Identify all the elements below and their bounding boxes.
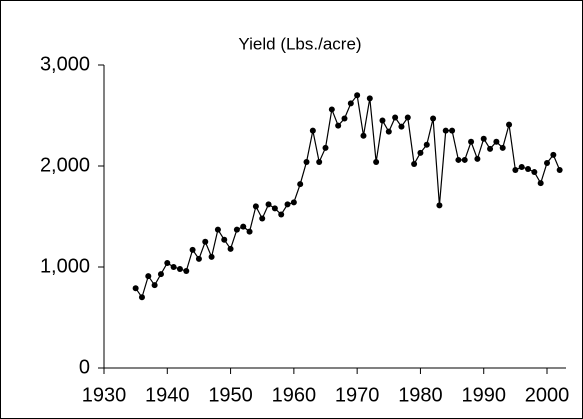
point [480, 135, 487, 142]
x-tick-label: 1930 [82, 384, 127, 406]
point [354, 92, 361, 99]
point [328, 106, 335, 113]
y-tick-label: 3,000 [40, 53, 90, 75]
point [525, 166, 532, 173]
point [398, 123, 405, 130]
point [499, 144, 506, 151]
x-tick-label: 1950 [208, 384, 253, 406]
point [297, 181, 304, 188]
point [240, 223, 247, 230]
point [170, 264, 177, 270]
point [436, 202, 443, 209]
point [278, 211, 285, 218]
point [214, 226, 221, 233]
point [246, 228, 253, 235]
point [202, 238, 209, 245]
point [271, 205, 278, 212]
point [183, 268, 190, 275]
point [227, 245, 234, 252]
x-tick-label: 1970 [335, 384, 380, 406]
point [550, 151, 557, 158]
point [392, 114, 399, 121]
x-tick-label: 1960 [272, 384, 317, 406]
point [132, 285, 139, 292]
point [423, 141, 430, 148]
x-tick-label: 1940 [145, 384, 190, 406]
point [189, 246, 196, 253]
point [316, 158, 323, 165]
point [461, 156, 468, 163]
point [233, 226, 240, 233]
point [455, 156, 462, 163]
point [157, 271, 164, 278]
y-tick-label: 2,000 [40, 154, 90, 176]
point [506, 121, 513, 128]
point [208, 253, 215, 260]
point [309, 127, 316, 134]
point [195, 255, 202, 262]
point [284, 201, 291, 208]
point [537, 180, 544, 187]
point [322, 144, 329, 151]
x-tick-label: 1990 [461, 384, 506, 406]
point [556, 167, 563, 174]
point [176, 266, 183, 273]
point [417, 149, 424, 156]
point [373, 158, 380, 165]
point [335, 122, 342, 129]
y-tick-label: 0 [79, 356, 90, 378]
point [493, 138, 500, 145]
point [290, 199, 297, 206]
point [252, 203, 259, 210]
point [138, 294, 145, 301]
point [360, 132, 367, 139]
y-tick-label: 1,000 [40, 255, 90, 277]
point [468, 138, 475, 145]
point [259, 215, 266, 222]
point [347, 100, 354, 107]
point [487, 145, 494, 152]
point [442, 127, 449, 134]
x-tick-label: 1980 [398, 384, 443, 406]
point [544, 159, 551, 166]
point [379, 117, 386, 124]
point [449, 127, 456, 134]
point [145, 273, 152, 280]
point [518, 164, 525, 171]
point [341, 115, 348, 122]
point [221, 236, 228, 243]
point [404, 114, 411, 121]
point [531, 169, 538, 176]
chart-title: Yield (Lbs./acre) [238, 34, 361, 53]
point [385, 128, 392, 135]
point [265, 201, 272, 208]
point [164, 259, 171, 266]
point [303, 158, 310, 165]
x-tick-label: 2000 [525, 384, 570, 406]
point [411, 160, 418, 167]
point [512, 167, 519, 174]
point [430, 115, 437, 122]
point [474, 155, 481, 162]
point [366, 95, 373, 102]
point [151, 282, 158, 289]
